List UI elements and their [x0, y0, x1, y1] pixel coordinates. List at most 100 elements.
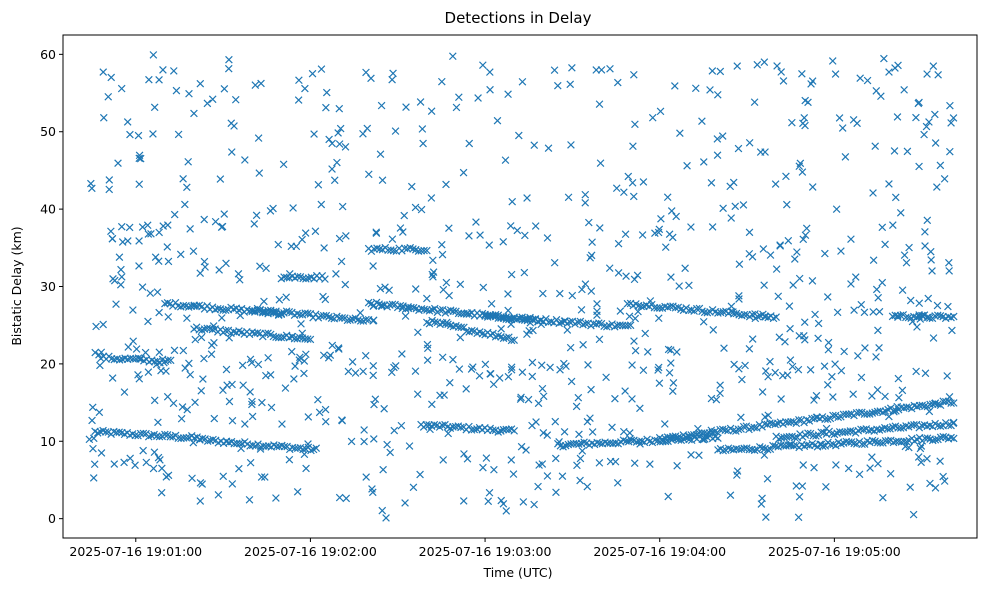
data-point: [131, 461, 139, 470]
data-point: [850, 439, 858, 448]
data-point: [278, 420, 286, 428]
data-point: [531, 222, 540, 230]
data-point: [181, 200, 189, 209]
data-point: [225, 397, 234, 406]
data-point: [479, 463, 487, 472]
data-point: [439, 285, 448, 294]
data-point: [112, 300, 120, 308]
data-point: [823, 380, 832, 389]
data-point: [211, 217, 220, 226]
data-point: [949, 419, 958, 428]
data-point: [606, 64, 614, 73]
data-point: [624, 321, 632, 330]
data-point: [288, 332, 297, 341]
data-point: [583, 417, 592, 426]
data-point: [439, 456, 448, 464]
data-point: [462, 385, 471, 393]
data-point: [575, 430, 583, 439]
data-point: [628, 178, 637, 187]
data-point: [822, 424, 831, 433]
data-point: [101, 428, 110, 436]
data-point: [489, 380, 498, 389]
data-point: [792, 419, 801, 428]
data-point: [661, 243, 670, 251]
data-point: [311, 227, 320, 236]
data-point: [142, 458, 151, 467]
data-point: [761, 413, 769, 421]
data-point: [179, 174, 187, 183]
data-point: [837, 366, 846, 375]
data-point: [396, 224, 405, 232]
data-point: [179, 346, 188, 355]
data-point: [123, 118, 132, 126]
data-point: [153, 288, 162, 296]
data-point: [207, 350, 216, 359]
data-point: [934, 70, 942, 79]
data-point: [377, 301, 386, 310]
data-point: [837, 247, 845, 255]
data-point: [290, 375, 298, 383]
data-point: [459, 497, 468, 505]
data-point: [668, 387, 677, 396]
data-point: [636, 440, 644, 448]
data-point: [391, 361, 400, 370]
data-point: [296, 353, 304, 362]
data-point: [138, 223, 147, 231]
data-point: [750, 423, 759, 432]
data-point: [89, 474, 98, 482]
data-point: [820, 362, 829, 371]
y-tick-label: 0: [48, 511, 56, 526]
data-point: [442, 278, 451, 287]
data-point: [716, 67, 725, 76]
data-point: [154, 418, 162, 427]
data-point: [817, 428, 826, 437]
data-point: [463, 309, 472, 317]
data-point: [777, 68, 786, 76]
data-point: [666, 359, 675, 367]
data-point: [913, 323, 921, 331]
data-point: [208, 95, 217, 104]
data-point: [588, 238, 596, 246]
data-point: [896, 208, 905, 217]
data-point: [740, 310, 749, 319]
data-point: [812, 391, 821, 400]
data-point: [221, 326, 230, 335]
data-point: [155, 348, 164, 357]
data-point: [874, 326, 882, 335]
data-point: [817, 440, 826, 449]
data-point: [411, 367, 420, 375]
data-point: [893, 113, 902, 121]
y-axis-label: Bistatic Delay (km): [9, 226, 24, 345]
data-point: [914, 453, 923, 461]
data-point: [840, 347, 848, 356]
data-point: [670, 82, 679, 90]
data-point: [734, 425, 743, 434]
data-point: [587, 287, 596, 295]
data-point: [337, 257, 346, 266]
data-point: [583, 482, 592, 491]
data-point: [389, 69, 397, 78]
data-point: [643, 348, 652, 356]
data-point: [302, 275, 310, 283]
data-point: [475, 371, 484, 380]
data-point: [166, 356, 175, 365]
data-point: [841, 153, 850, 161]
data-point: [449, 307, 458, 315]
data-point: [452, 103, 461, 112]
data-point: [369, 317, 377, 325]
data-point: [189, 247, 198, 255]
data-point: [910, 420, 918, 429]
data-point: [416, 98, 425, 106]
data-point: [691, 84, 700, 93]
data-point: [467, 365, 476, 373]
data-point: [808, 183, 817, 191]
data-point: [584, 218, 593, 227]
data-point: [823, 293, 832, 301]
data-point: [924, 294, 933, 303]
data-point: [912, 367, 920, 376]
data-point: [377, 101, 386, 110]
data-point: [417, 205, 426, 214]
data-point: [775, 333, 784, 342]
data-point: [183, 405, 192, 414]
data-point: [337, 416, 346, 424]
